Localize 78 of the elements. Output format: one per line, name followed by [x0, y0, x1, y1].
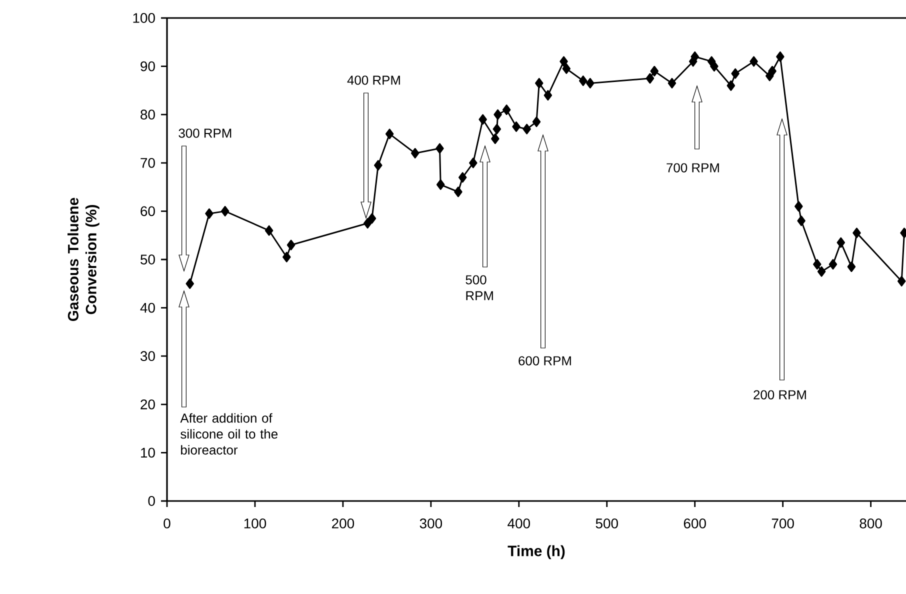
x-tick-label: 600: [684, 518, 706, 528]
point: [368, 213, 376, 224]
point: [797, 216, 806, 226]
annotation: After addition of silicone oil to the bioreactor: [180, 413, 278, 455]
annotation: 400 RPM: [347, 76, 400, 85]
point: [363, 218, 372, 229]
point: [532, 116, 541, 128]
y-tick-label: 0: [148, 496, 155, 506]
point: [410, 148, 420, 158]
x-tick-label: 300: [420, 518, 442, 528]
point: [897, 276, 906, 286]
point: [264, 225, 274, 236]
point: [220, 206, 230, 216]
point: [847, 261, 856, 272]
point: [436, 143, 444, 154]
point: [776, 51, 784, 62]
point: [690, 51, 699, 62]
y-axis-title: Gaseous Toluene Conversion (%): [68, 198, 100, 322]
y-tick-label: 60: [140, 206, 155, 216]
x-tick-label: 500: [596, 518, 618, 528]
point: [491, 133, 500, 144]
annotation: 500 RPM: [466, 275, 493, 300]
x-tick-label: 0: [164, 518, 170, 528]
y-tick-label: 10: [141, 448, 155, 458]
point: [494, 109, 502, 120]
y-tick-label: 30: [140, 351, 155, 362]
point: [828, 259, 838, 270]
point: [668, 78, 676, 88]
point: [562, 63, 571, 74]
annotation: 200 RPM: [754, 390, 806, 400]
y-tick-label: 100: [133, 13, 155, 23]
point: [436, 179, 445, 190]
x-tick-label: 200: [332, 518, 354, 528]
point: [813, 259, 822, 270]
point: [286, 240, 296, 250]
point: [710, 61, 718, 72]
point: [478, 114, 487, 125]
point: [650, 66, 659, 76]
point: [469, 158, 478, 168]
point: [731, 68, 740, 79]
point: [586, 78, 594, 88]
x-tick-label: 700: [772, 518, 794, 528]
point: [458, 172, 467, 183]
point: [512, 121, 520, 132]
point: [794, 201, 803, 212]
x-tick-label: 400: [508, 518, 530, 528]
point: [836, 237, 846, 248]
point: [454, 186, 462, 198]
point: [492, 124, 502, 134]
point: [750, 56, 758, 67]
point: [544, 90, 552, 101]
point: [535, 78, 544, 88]
point: [205, 208, 214, 219]
point: [852, 228, 861, 238]
point: [646, 73, 654, 84]
y-tick-label: 80: [140, 110, 155, 120]
point: [726, 80, 736, 91]
y-tick-label: 70: [140, 158, 155, 168]
point: [817, 266, 826, 277]
y-tick-label: 50: [140, 254, 155, 264]
point: [282, 252, 291, 262]
x-tick-label: 800: [860, 518, 882, 528]
y-tick-label: 90: [140, 61, 155, 72]
point: [579, 76, 588, 86]
point: [374, 160, 382, 171]
annotation: 600 RPM: [518, 356, 571, 366]
x-tick-label: 100: [244, 518, 266, 528]
point: [385, 128, 394, 140]
point: [560, 56, 568, 67]
annotation: 700 RPM: [666, 163, 719, 172]
point: [522, 124, 531, 134]
point: [502, 104, 511, 116]
y-tick-label: 20: [140, 399, 155, 410]
point: [186, 278, 194, 289]
x-axis-title: Time (h): [508, 545, 565, 560]
annotation: 300 RPM: [178, 128, 232, 138]
y-tick-label: 40: [140, 302, 155, 313]
point: [768, 66, 776, 76]
